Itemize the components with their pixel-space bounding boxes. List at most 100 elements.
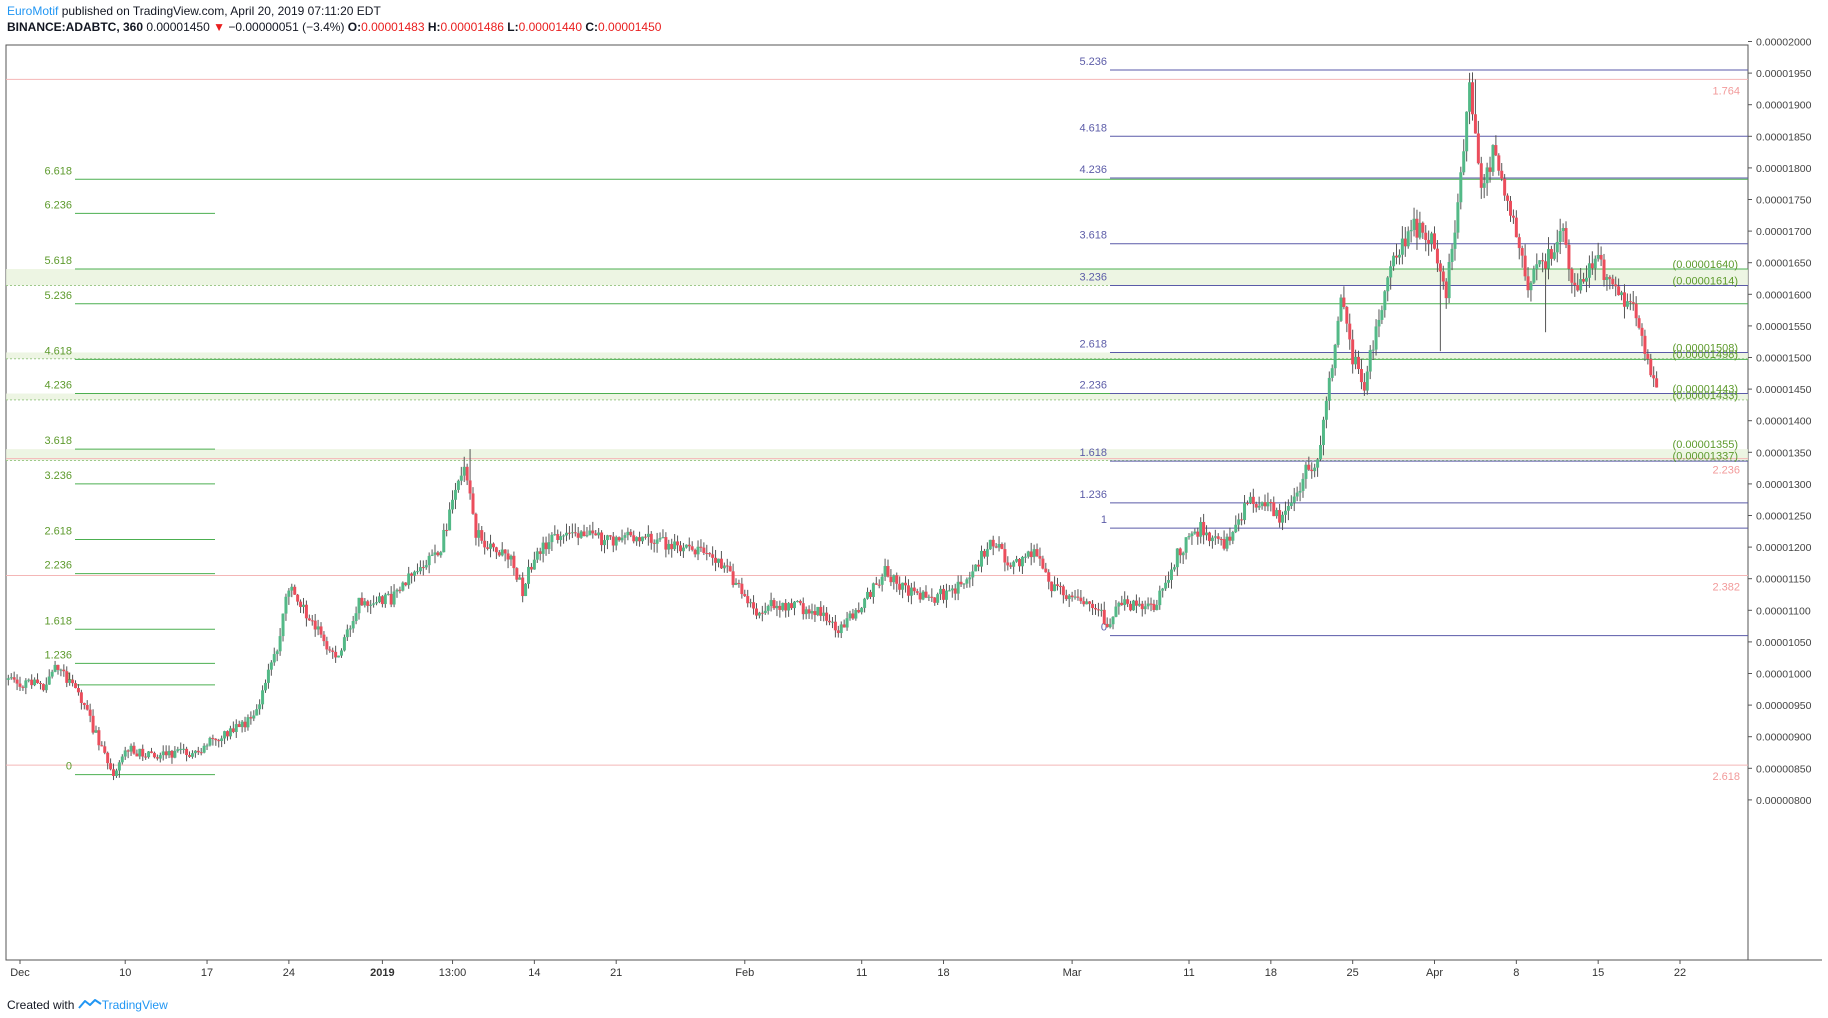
candle <box>418 567 422 572</box>
price-chart[interactable]: 1.764 2.236 2.382 2.618 0 1 1.236 1.618 2.236 2.… <box>0 0 1828 990</box>
candle <box>1231 532 1235 541</box>
candle <box>71 679 75 684</box>
blue-fib-label: 1 <box>1101 514 1107 526</box>
candle <box>819 606 823 616</box>
candle <box>176 749 180 751</box>
candle <box>600 532 604 546</box>
time-axis[interactable]: Dec 10 17 24 2019 13:00 14 21 Feb 11 18 Mar 11 18 25 Ap… <box>10 960 1686 979</box>
candle <box>1622 292 1626 307</box>
candle <box>766 606 770 611</box>
candle <box>120 756 124 763</box>
candle <box>1105 623 1109 628</box>
candle <box>494 547 498 553</box>
candle <box>725 565 729 567</box>
candle <box>6 678 10 680</box>
candle <box>85 704 89 710</box>
candle <box>646 533 650 537</box>
candle <box>1403 238 1407 247</box>
candle <box>18 683 22 687</box>
candle <box>193 750 197 754</box>
candle <box>249 717 253 719</box>
time-tick-label: 17 <box>201 967 213 979</box>
candle <box>296 594 300 602</box>
candle <box>629 531 633 536</box>
candle <box>82 702 86 705</box>
candle <box>737 582 741 584</box>
blue-fib-label: 0 <box>1101 622 1107 634</box>
fib-zone <box>6 269 1748 286</box>
candle <box>1433 233 1437 249</box>
candle <box>518 577 522 580</box>
candle <box>15 679 19 684</box>
candle <box>754 608 758 616</box>
candle <box>1567 244 1571 269</box>
candle <box>123 750 127 757</box>
candle <box>97 730 101 746</box>
candle <box>436 552 440 556</box>
candle <box>1459 172 1463 203</box>
candle <box>1056 584 1059 586</box>
candle <box>1508 200 1512 216</box>
candle <box>1082 601 1086 605</box>
candle <box>389 593 393 605</box>
candle <box>319 626 323 635</box>
candle <box>132 745 136 754</box>
candle <box>424 565 428 568</box>
candle <box>88 709 92 716</box>
candle <box>781 602 785 610</box>
candle <box>626 531 630 536</box>
candle <box>939 588 943 595</box>
candle <box>845 618 849 628</box>
candle <box>512 555 516 569</box>
candle <box>459 475 463 481</box>
price-tick-label: 0.00000950 <box>1756 700 1812 712</box>
fib-zone <box>6 449 1748 461</box>
price-tick-label: 0.00001750 <box>1756 195 1812 207</box>
candle <box>594 533 598 536</box>
candle <box>538 551 542 554</box>
candle <box>1283 510 1287 515</box>
candle <box>1088 601 1092 604</box>
candle <box>1465 111 1469 152</box>
price-tick-label: 0.00001700 <box>1756 226 1812 238</box>
candle <box>711 554 715 558</box>
candle <box>1301 478 1305 491</box>
candle <box>1479 163 1483 188</box>
tradingview-brand-link[interactable]: TradingView <box>101 998 168 1012</box>
last-price: 0.00001450 <box>146 20 210 34</box>
candle <box>1655 378 1659 388</box>
price-axis[interactable]: 0.00002000 0.00001950 0.00001900 0.00001850… <box>1748 37 1812 807</box>
candle <box>1058 585 1062 587</box>
green-fib-label: 4.618 <box>44 345 72 357</box>
candle <box>1207 532 1211 542</box>
candle <box>801 603 805 615</box>
candle <box>828 620 832 623</box>
author-link[interactable]: EuroMotif <box>7 4 59 18</box>
candle <box>778 605 782 610</box>
candle <box>94 730 98 733</box>
high-label: H: <box>427 20 441 34</box>
candle <box>839 624 843 634</box>
candle <box>693 549 697 555</box>
candle <box>787 603 791 611</box>
candle <box>117 762 121 771</box>
time-tick-label: Dec <box>10 967 30 979</box>
candle <box>924 591 928 598</box>
blue-fib-label: 4.236 <box>1079 164 1107 176</box>
candle <box>1275 510 1279 517</box>
candle <box>421 567 425 569</box>
candle <box>585 535 589 537</box>
candle <box>334 651 338 658</box>
candle <box>962 583 966 585</box>
price-tick-label: 0.00000850 <box>1756 763 1812 775</box>
candle <box>816 606 820 616</box>
candle <box>1061 586 1065 596</box>
price-tick-label: 0.00001500 <box>1756 353 1812 365</box>
candle <box>638 537 642 542</box>
candle <box>728 566 732 572</box>
candle <box>1389 266 1393 278</box>
candle <box>1126 599 1130 604</box>
candle <box>1430 233 1434 244</box>
candle <box>790 603 794 609</box>
candle <box>1295 492 1299 497</box>
